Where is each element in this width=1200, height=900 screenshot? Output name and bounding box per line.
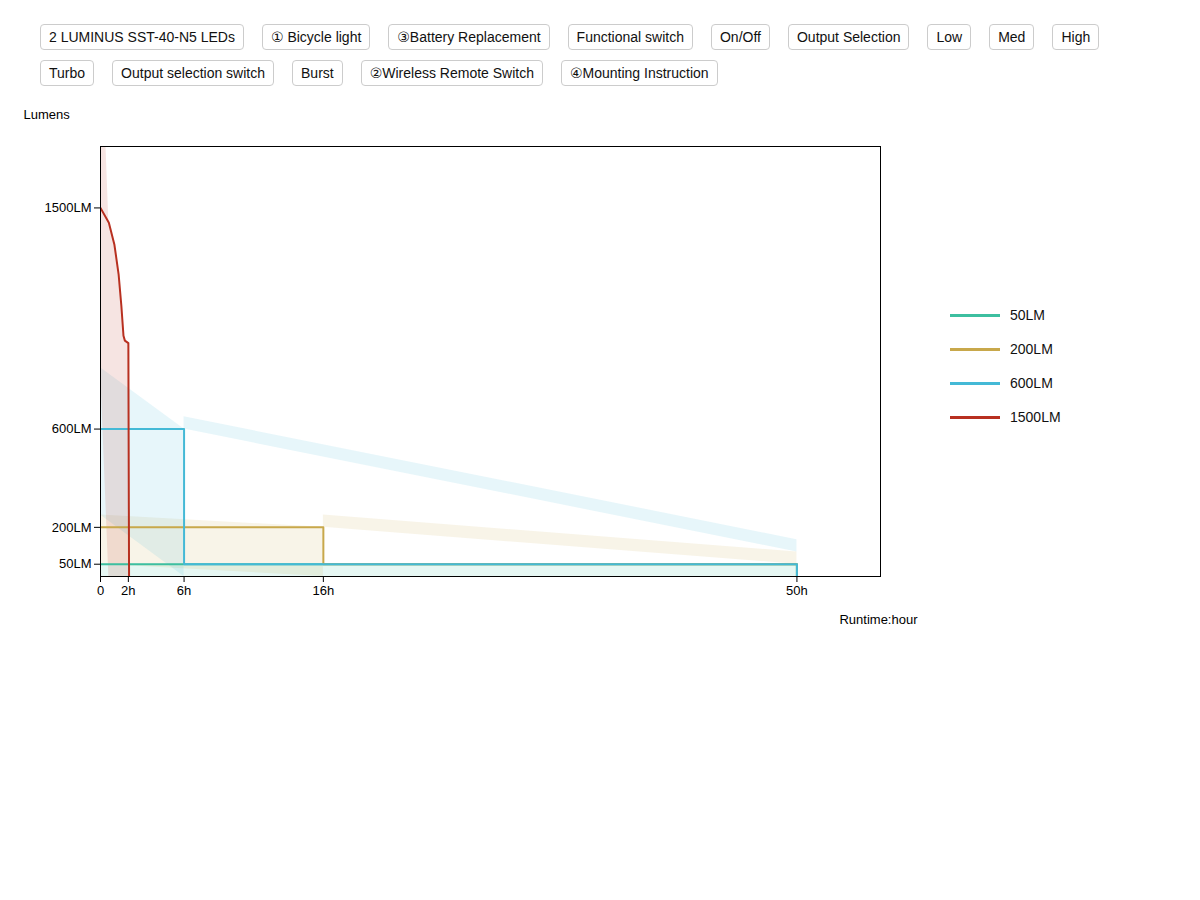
html-text:②Wireless Remote Switch: ②Wireless Remote Switch (369, 65, 534, 81)
svg-text:50h: 50h (786, 583, 808, 598)
html-text:Low: Low (936, 29, 963, 45)
html-text:200LM: 200LM (1010, 341, 1053, 357)
svg-text:Lumens: Lumens (24, 107, 71, 122)
svg-text:1500LM: 1500LM (45, 200, 92, 215)
html-text:High: High (1061, 29, 1091, 45)
svg-text:Runtime:hour: Runtime:hour (839, 612, 918, 627)
svg-text:2h: 2h (121, 583, 135, 598)
svg-text:0: 0 (97, 583, 104, 598)
html-text:③Battery Replacement: ③Battery Replacement (397, 29, 541, 45)
html-text:600LM: 600LM (1010, 375, 1053, 391)
html-text:Output selection switch: Output selection switch (121, 65, 265, 81)
html-text:④Mounting Instruction: ④Mounting Instruction (570, 65, 709, 81)
svg-text:16h: 16h (313, 583, 335, 598)
html-text:Turbo: Turbo (49, 65, 86, 81)
html-text:1500LM: 1500LM (1010, 409, 1061, 425)
html-text:① Bicycle light: ① Bicycle light (271, 29, 362, 45)
html-text:2 LUMINUS SST-40-N5 LEDs: 2 LUMINUS SST-40-N5 LEDs (49, 29, 235, 45)
svg-text:600LM: 600LM (52, 421, 92, 436)
html-text:Output Selection: Output Selection (797, 29, 901, 45)
html-text:Functional switch: Functional switch (576, 29, 684, 45)
svg-text:50LM: 50LM (59, 556, 92, 571)
html-text:On/Off: On/Off (720, 29, 761, 45)
html-text:Burst: Burst (301, 65, 334, 81)
html-text:Med: Med (998, 29, 1026, 45)
html-text:50LM: 50LM (1010, 307, 1045, 323)
svg-text:200LM: 200LM (52, 520, 92, 535)
svg-text:6h: 6h (177, 583, 191, 598)
